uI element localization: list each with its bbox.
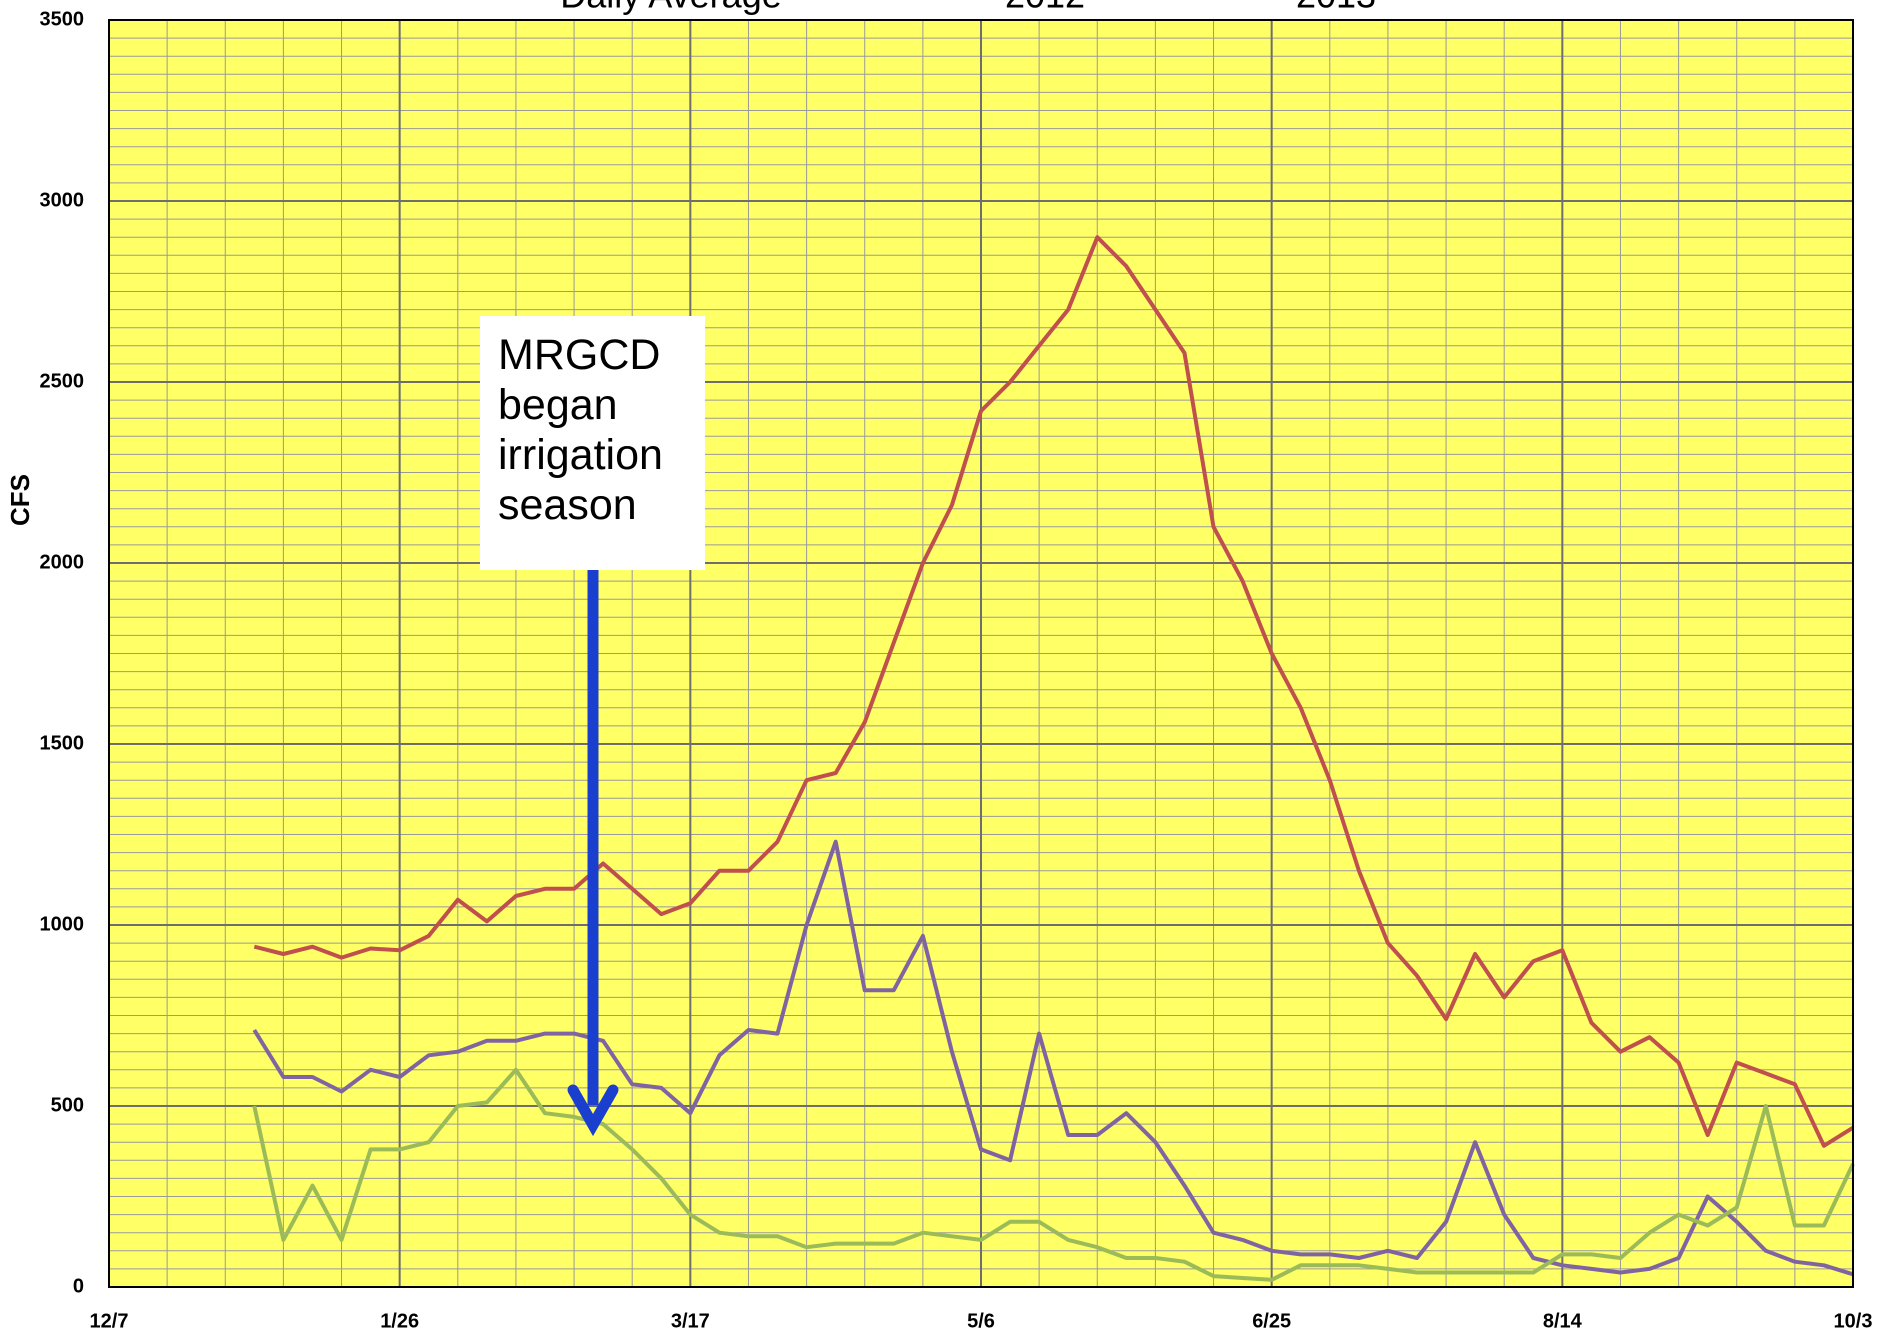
y-tick-label: 3000 xyxy=(40,189,85,211)
legend-label: Daily Average xyxy=(560,0,781,16)
plot-border xyxy=(108,19,1854,1288)
arrow-head xyxy=(567,1084,619,1137)
annotation-text-box: MRGCD began irrigation season xyxy=(498,331,663,529)
legend-label: 2013 xyxy=(1296,0,1376,16)
series-line xyxy=(252,839,1854,1277)
x-tick-label: 5/6 xyxy=(967,1310,995,1332)
series-line xyxy=(252,1067,1855,1282)
y-tick-label: 2500 xyxy=(40,370,85,392)
y-tick-label: 1500 xyxy=(40,732,85,754)
y-axis-label: CFS xyxy=(5,474,35,526)
x-tick-label: 6/25 xyxy=(1252,1310,1291,1332)
x-tick-label: 8/14 xyxy=(1543,1310,1583,1332)
x-tick-label: 1/26 xyxy=(380,1310,419,1332)
x-tick-label: 3/17 xyxy=(671,1310,710,1332)
x-tick-label: 10/3 xyxy=(1834,1310,1873,1332)
legend-label: 2012 xyxy=(1005,0,1085,16)
y-tick-label: 1000 xyxy=(40,913,85,935)
x-tick-label: 12/7 xyxy=(90,1310,129,1332)
y-tick-label: 2000 xyxy=(40,551,85,573)
annotation-box xyxy=(480,316,705,570)
legend: Daily Average 2012 2013 xyxy=(560,0,1376,16)
y-tick-label: 0 xyxy=(73,1275,84,1297)
y-tick-label: 500 xyxy=(51,1094,84,1116)
series-line xyxy=(253,235,1855,1148)
grid xyxy=(108,19,1854,1288)
annotation: MRGCD began irrigation season xyxy=(480,316,705,1137)
annotation-text: MRGCD began irrigation season xyxy=(498,331,663,529)
lines xyxy=(252,235,1855,1282)
y-tick-label: 3500 xyxy=(40,8,85,30)
